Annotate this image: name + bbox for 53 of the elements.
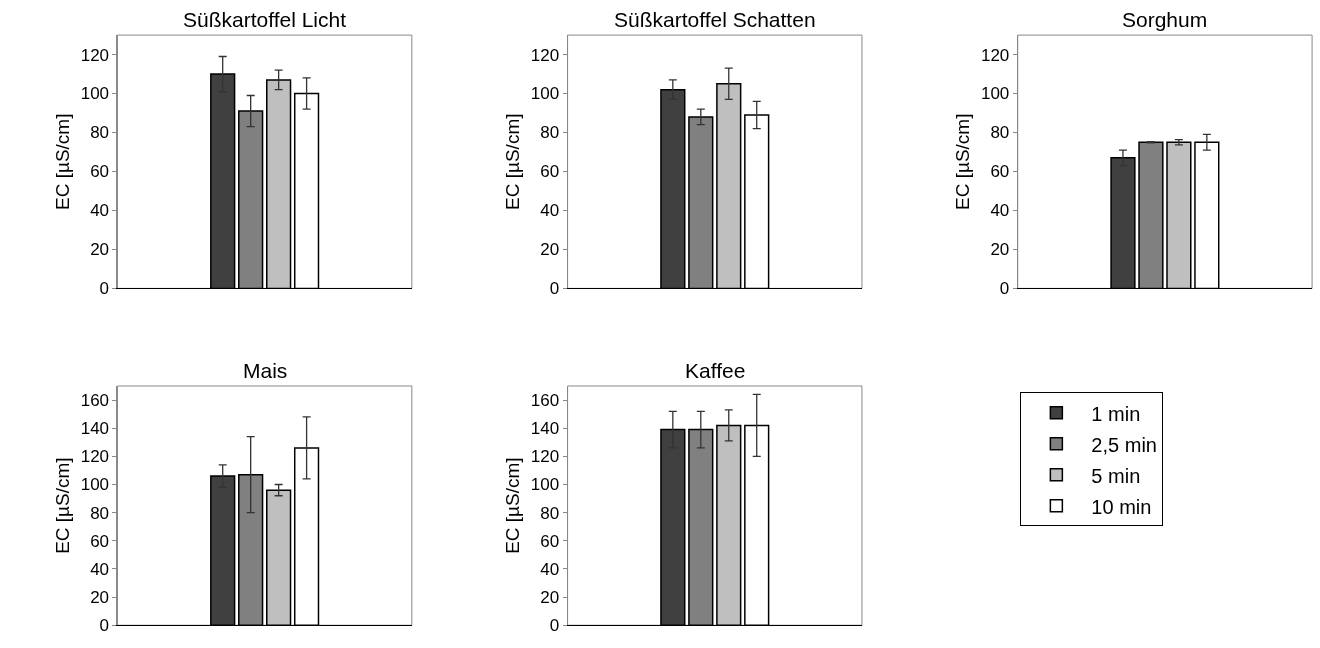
legend-label: 5 min xyxy=(1091,464,1141,487)
legend-label: 2,5 min xyxy=(1091,433,1157,456)
y-tick-label: 0 xyxy=(999,279,1010,299)
y-axis-title: EC [µS/cm] xyxy=(501,113,523,210)
y-tick-label: 40 xyxy=(990,201,1010,221)
y-tick-label: 20 xyxy=(90,240,110,260)
y-tick-label: 60 xyxy=(90,531,110,551)
y-tick-label: 120 xyxy=(80,447,110,467)
y-tick-label: 40 xyxy=(540,559,560,579)
y-axis-title: EC [µS/cm] xyxy=(501,457,523,554)
y-tick-label: 80 xyxy=(540,503,560,523)
y-tick-label: 120 xyxy=(530,45,560,65)
y-tick-label: 160 xyxy=(530,391,560,411)
y-tick-label: 0 xyxy=(549,616,560,636)
chart-title: Mais xyxy=(243,359,288,382)
y-tick-label: 60 xyxy=(90,162,110,182)
legend-label: 1 min xyxy=(1091,402,1141,425)
chart-title: Kaffee xyxy=(685,359,746,382)
y-tick-label: 60 xyxy=(990,162,1010,182)
y-tick-label: 100 xyxy=(530,475,560,495)
y-axis-title: EC [µS/cm] xyxy=(51,457,73,554)
chart-title: Süßkartoffel Schatten xyxy=(614,8,816,31)
y-tick-label: 0 xyxy=(99,279,110,299)
y-tick-label: 80 xyxy=(90,503,110,523)
y-tick-label: 20 xyxy=(540,240,560,260)
y-tick-label: 80 xyxy=(990,123,1010,143)
y-tick-label: 40 xyxy=(90,201,110,221)
y-tick-label: 60 xyxy=(540,162,560,182)
y-tick-label: 20 xyxy=(90,588,110,608)
y-tick-label: 20 xyxy=(540,588,560,608)
y-tick-label: 60 xyxy=(540,531,560,551)
y-tick-label: 100 xyxy=(980,84,1010,104)
y-tick-label: 140 xyxy=(80,419,110,439)
y-tick-label: 80 xyxy=(540,123,560,143)
y-axis-title: EC [µS/cm] xyxy=(51,113,73,210)
y-tick-label: 80 xyxy=(90,123,110,143)
y-tick-label: 100 xyxy=(530,84,560,104)
y-tick-label: 100 xyxy=(80,475,110,495)
y-tick-label: 160 xyxy=(80,391,110,411)
y-axis-title: EC [µS/cm] xyxy=(951,113,973,210)
y-tick-label: 0 xyxy=(99,616,110,636)
y-tick-label: 140 xyxy=(530,419,560,439)
y-tick-label: 120 xyxy=(980,45,1010,65)
y-tick-label: 40 xyxy=(90,559,110,579)
y-tick-label: 120 xyxy=(80,45,110,65)
legend-label: 10 min xyxy=(1091,495,1152,518)
y-tick-label: 40 xyxy=(540,201,560,221)
y-tick-label: 20 xyxy=(990,240,1010,260)
y-tick-label: 120 xyxy=(530,447,560,467)
y-tick-label: 100 xyxy=(80,84,110,104)
chart-title: Süßkartoffel Licht xyxy=(183,8,347,31)
chart-title: Sorghum xyxy=(1122,8,1208,31)
y-tick-label: 0 xyxy=(549,279,560,299)
